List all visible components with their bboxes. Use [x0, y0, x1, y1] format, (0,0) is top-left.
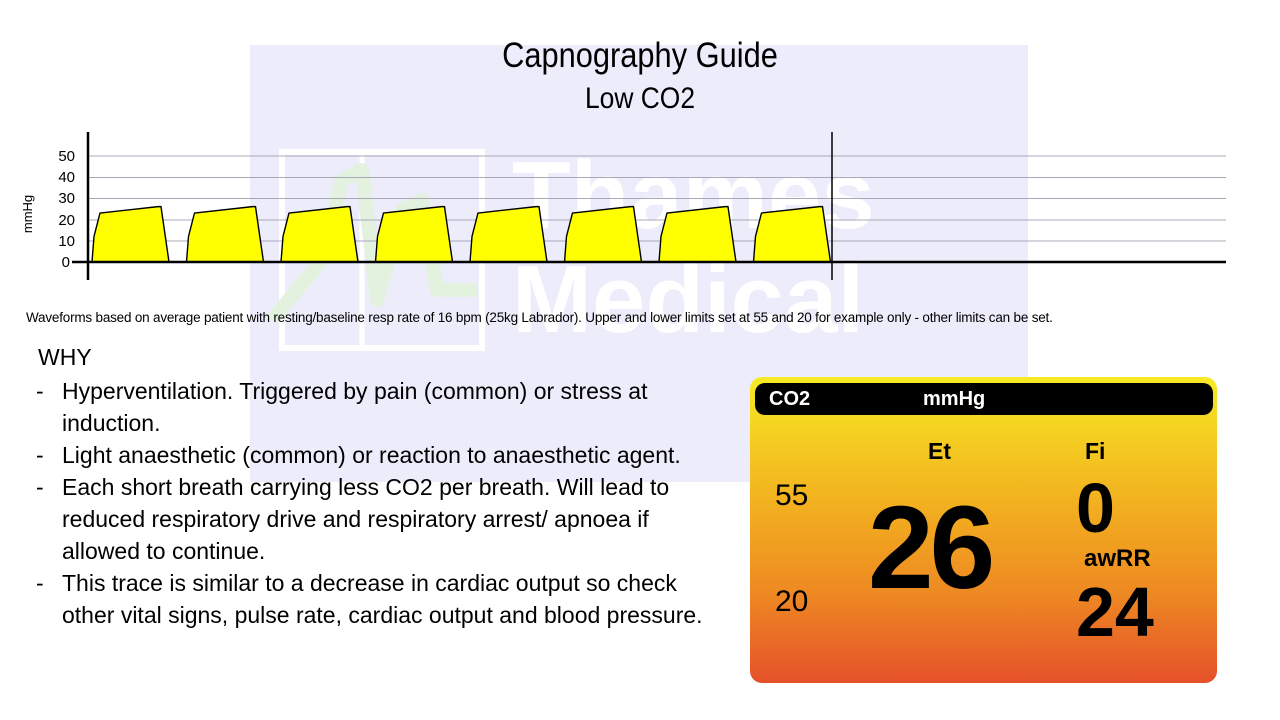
et-value: 26: [868, 482, 995, 614]
co2-monitor-panel: CO2 mmHg Et Fi 55 20 26 0 awRR 24: [750, 377, 1217, 683]
awrr-label: awRR: [1084, 545, 1151, 572]
watermark-text-line2: Medical: [512, 246, 865, 353]
breath-waveform: [563, 205, 643, 263]
breath-waveform: [374, 205, 454, 263]
why-list: - Hyperventilation. Triggered by pain (co…: [36, 375, 726, 631]
monitor-unit: mmHg: [923, 388, 986, 410]
why-item: - Hyperventilation. Triggered by pain (co…: [36, 375, 726, 439]
svg-text:0: 0: [62, 254, 70, 271]
lower-limit: 20: [775, 585, 809, 618]
svg-text:30: 30: [58, 190, 75, 207]
et-label: Et: [928, 438, 951, 464]
upper-limit: 55: [775, 479, 809, 512]
why-item: - This trace is similar to a decrease in …: [36, 567, 726, 631]
svg-text:10: 10: [58, 233, 75, 250]
why-item-text: Light anaesthetic (common) or reaction t…: [62, 442, 681, 468]
why-item-text: Each short breath carrying less CO2 per …: [62, 474, 670, 564]
breath-waveform: [658, 205, 737, 263]
why-item: - Each short breath carrying less CO2 per…: [36, 471, 726, 567]
why-item: - Light anaesthetic (common) or reaction …: [36, 439, 726, 471]
waveform-caption: Waveforms based on average patient with …: [26, 310, 1053, 325]
y-tick-labels: 50 40 30 20 10 0: [58, 148, 75, 271]
why-item-text: Hyperventilation. Triggered by pain (com…: [62, 378, 648, 436]
page-title: Capnography Guide: [502, 36, 778, 75]
why-heading: WHY: [38, 344, 92, 370]
grid-lines: [88, 155, 1226, 242]
fi-label: Fi: [1085, 438, 1106, 464]
page-subtitle: Low CO2: [584, 82, 696, 115]
breath-waveform: [752, 205, 832, 263]
svg-text:50: 50: [58, 148, 75, 165]
y-axis-label: mmHg: [20, 195, 35, 233]
breath-waveform: [185, 205, 265, 263]
monitor-header: CO2 mmHg: [755, 383, 1213, 415]
monitor-parameter: CO2: [769, 388, 811, 410]
breath-waveform: [91, 205, 170, 263]
awrr-value: 24: [1076, 573, 1154, 651]
bullet-marker: -: [36, 378, 44, 404]
bullet-marker: -: [36, 442, 44, 468]
svg-text:20: 20: [58, 212, 75, 229]
breath-waveform: [469, 205, 548, 263]
fi-value: 0: [1076, 469, 1115, 547]
breath-waveform: [280, 205, 359, 263]
svg-text:40: 40: [58, 169, 75, 186]
bullet-marker: -: [36, 474, 44, 500]
co2-waveforms: [91, 205, 832, 263]
why-item-text: This trace is similar to a decrease in c…: [62, 570, 703, 628]
bullet-marker: -: [36, 570, 44, 596]
capnography-chart: 50 40 30 20 10 0 mmHg: [20, 132, 1226, 280]
